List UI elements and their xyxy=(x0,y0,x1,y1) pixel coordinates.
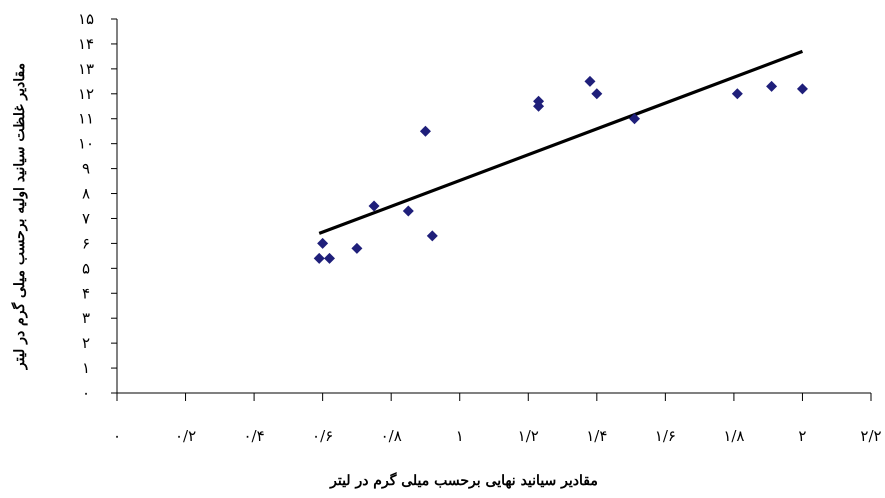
y-axis-ticks xyxy=(111,18,117,394)
data-point xyxy=(629,113,641,125)
data-point xyxy=(731,88,743,100)
y-tick-label: ۵ xyxy=(82,259,90,277)
data-point xyxy=(351,242,363,254)
x-axis-ticks xyxy=(116,393,872,401)
data-point xyxy=(796,83,808,95)
data-point xyxy=(533,100,545,112)
x-tick-label: ۱ xyxy=(456,427,464,445)
y-tick-label: ۸ xyxy=(82,185,90,203)
trendline xyxy=(318,49,804,235)
y-tick-label: ۱۵ xyxy=(78,10,94,28)
data-point xyxy=(766,80,778,92)
x-tick-label: ۰/۶ xyxy=(312,427,333,445)
y-tick-label: ۲ xyxy=(82,334,90,352)
y-tick-label: ۱۱ xyxy=(78,110,94,128)
y-tick-label: ۹ xyxy=(82,160,90,178)
x-tick-label: ۰/۸ xyxy=(381,427,402,445)
y-tick-label: ۰ xyxy=(82,384,90,402)
data-points xyxy=(313,75,808,264)
data-point xyxy=(591,88,603,100)
x-axis: ۰ ۰/۲ ۰/۴ ۰/۶ ۰/۸ ۱ ۱/۲ ۱/۴ ۱/۶ ۱/۸ ۲ ۲/۲ xyxy=(113,392,882,445)
y-tick-label: ۱۰ xyxy=(78,135,94,153)
y-tick-label: ۱۴ xyxy=(78,35,94,53)
x-tick-label: ۲ xyxy=(798,427,806,445)
x-tick-label: ۲/۲ xyxy=(860,427,881,445)
y-tick-label: ۱۲ xyxy=(78,85,94,103)
y-tick-label: ۱ xyxy=(82,359,90,377)
x-tick-label: ۰/۴ xyxy=(244,427,265,445)
x-tick-label: ۰ xyxy=(113,427,121,445)
data-point xyxy=(323,252,335,264)
x-tick-label: ۱/۴ xyxy=(586,427,607,445)
data-point xyxy=(426,230,438,242)
data-point xyxy=(402,205,414,217)
data-point xyxy=(317,237,329,249)
data-point xyxy=(584,75,596,87)
data-point xyxy=(313,252,325,264)
data-point xyxy=(368,200,380,212)
x-tick-label: ۱/۲ xyxy=(518,427,539,445)
x-axis-title: مقادیر سیانید نهایی برحسب میلی گرم در لی… xyxy=(329,472,598,489)
y-tick-label: ۷ xyxy=(82,209,90,227)
x-tick-label: ۰/۲ xyxy=(175,427,196,445)
x-tick-label: ۱/۸ xyxy=(723,427,744,445)
y-tick-label: ۳ xyxy=(82,309,90,327)
y-tick-label: ۴ xyxy=(82,284,90,302)
y-tick-label: ۱۳ xyxy=(78,60,94,78)
x-tick-label: ۱/۶ xyxy=(655,427,676,445)
y-axis-title: مقادیر غلظت سیانید اولیه برحسب میلی گرم … xyxy=(11,63,28,370)
x-axis-tick-labels: ۰ ۰/۲ ۰/۴ ۰/۶ ۰/۸ ۱ ۱/۲ ۱/۴ ۱/۶ ۱/۸ ۲ ۲/۲ xyxy=(113,427,882,445)
y-tick-label: ۶ xyxy=(82,234,90,252)
data-point xyxy=(419,125,431,137)
